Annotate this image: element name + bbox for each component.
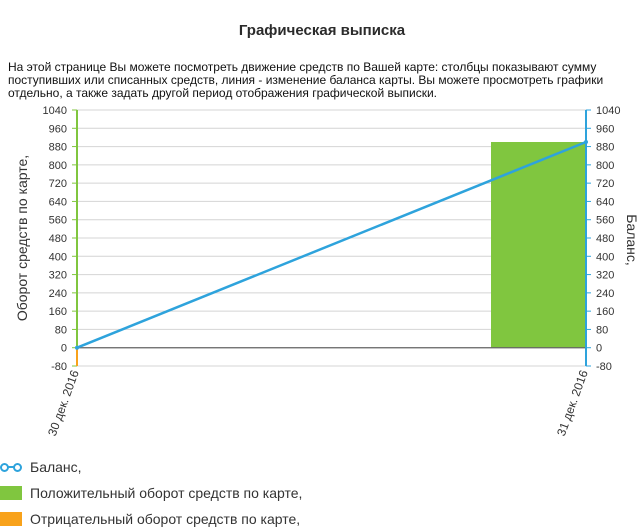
y-tick-left: 240	[49, 288, 67, 300]
y-axis-title-left: Оборот средств по карте,	[14, 155, 30, 321]
positive-swatch-icon	[0, 486, 22, 500]
balance-line	[76, 140, 587, 349]
y-tick-right: 1040	[596, 105, 620, 117]
y-tick-left: 320	[49, 270, 67, 282]
y-tick-right: 80	[596, 324, 608, 336]
negative-swatch-icon	[0, 512, 22, 526]
x-tick-label: 31 дек. 2016	[554, 368, 591, 438]
balance-point	[584, 140, 588, 144]
y-tick-left: 720	[49, 178, 67, 190]
y-tick-left: 400	[49, 251, 67, 263]
legend-item-negative[interactable]: Отрицательный оборот средств по карте,	[0, 506, 644, 532]
legend-label-negative: Отрицательный оборот средств по карте,	[30, 511, 301, 527]
y-tick-left: 80	[55, 324, 67, 336]
y-tick-left: 880	[49, 142, 67, 154]
y-tick-left: 0	[61, 343, 67, 355]
y-axis-title-right: Баланс,	[624, 214, 640, 266]
y-tick-right: 400	[596, 251, 614, 263]
statement-chart: -80 -80 0 0 80 80 160 160 240 240 320 320 400 400 480 4…	[14, 105, 640, 438]
y-tick-left: 960	[49, 123, 67, 135]
y-tick-right: 320	[596, 270, 614, 282]
legend-label-balance: Баланс,	[30, 459, 82, 475]
y-tick-right: 960	[596, 123, 614, 135]
page-title: Графическая выписка	[238, 22, 406, 39]
y-tick-left: 160	[49, 306, 67, 318]
y-tick-right: -80	[596, 361, 612, 373]
balance-line-icon	[0, 460, 22, 474]
y-tick-left: -80	[51, 361, 67, 373]
y-tick-right: 720	[596, 178, 614, 190]
y-tick-right: 640	[596, 196, 614, 208]
y-tick-right: 880	[596, 142, 614, 154]
y-tick-right: 800	[596, 160, 614, 172]
y-tick-left: 560	[49, 215, 67, 227]
y-tick-left: 800	[49, 160, 67, 172]
y-tick-right: 0	[596, 343, 602, 355]
chart-legend: Баланс, Положительный оборот средств по …	[0, 454, 644, 532]
y-tick-right: 160	[596, 306, 614, 318]
x-tick-label: 30 дек. 2016	[45, 368, 82, 438]
y-tick-left: 640	[49, 196, 67, 208]
legend-item-positive[interactable]: Положительный оборот средств по карте,	[0, 480, 644, 506]
legend-label-positive: Положительный оборот средств по карте,	[30, 485, 303, 501]
page-description: На этой странице Вы можете посмотреть дв…	[8, 60, 604, 100]
positive-bar	[491, 142, 586, 348]
y-tick-right: 240	[596, 288, 614, 300]
y-tick-right: 480	[596, 233, 614, 245]
y-tick-left: 480	[49, 233, 67, 245]
legend-item-balance[interactable]: Баланс,	[0, 454, 644, 480]
balance-point	[75, 345, 79, 350]
y-tick-right: 560	[596, 215, 614, 227]
y-tick-left: 1040	[43, 105, 67, 117]
